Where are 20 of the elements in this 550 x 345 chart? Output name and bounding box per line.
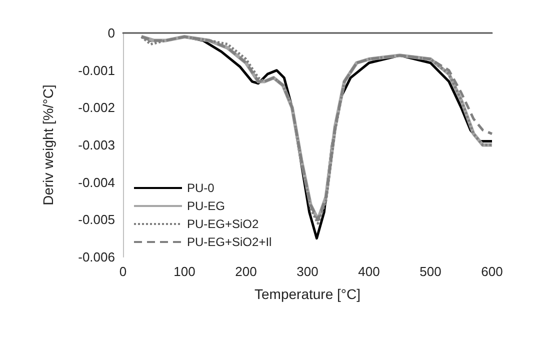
x-tick-label: 600: [481, 264, 503, 279]
x-tick-label: 300: [296, 264, 318, 279]
x-tick-label: 400: [358, 264, 380, 279]
x-tick-label: 0: [119, 264, 127, 279]
y-tick-label: -0.002: [78, 100, 115, 116]
y-tick-label: -0.003: [78, 138, 115, 152]
x-tick-label: 100: [174, 264, 196, 279]
y-tick-label: -0.006: [78, 250, 115, 264]
y-axis-title: Deriv weight [%/°C]: [40, 84, 56, 206]
x-tick-label: 200: [235, 264, 257, 279]
legend-label: PU-0: [187, 181, 215, 195]
x-axis-title: Temperature [°C]: [254, 286, 360, 302]
y-tick-label: -0.004: [78, 174, 115, 190]
legend-label: PU-EG: [187, 199, 226, 213]
legend-label: PU-EG+SiO2+Il: [187, 235, 272, 249]
legend-label: PU-EG+SiO2: [187, 217, 260, 231]
x-tick-label: 500: [420, 264, 442, 279]
y-tick-label: -0.001: [78, 62, 115, 78]
y-tick-label: 0: [108, 26, 115, 40]
y-tick-label: -0.005: [78, 212, 115, 228]
